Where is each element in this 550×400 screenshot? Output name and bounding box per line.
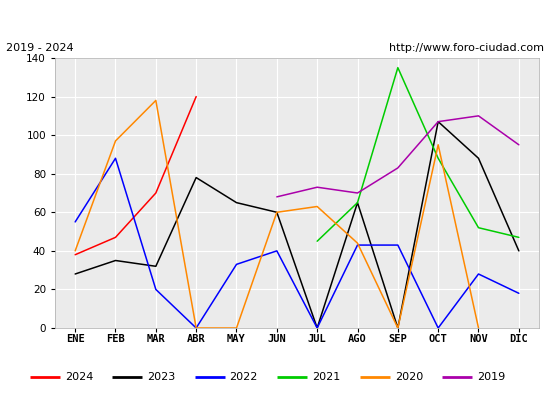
Text: AGO: AGO bbox=[348, 334, 367, 344]
Text: ENE: ENE bbox=[66, 334, 85, 344]
Text: MAY: MAY bbox=[227, 334, 246, 344]
Text: 2024: 2024 bbox=[65, 372, 93, 382]
Text: JUL: JUL bbox=[308, 334, 327, 344]
Text: ABR: ABR bbox=[187, 334, 206, 344]
Text: MAR: MAR bbox=[146, 334, 165, 344]
Text: SEP: SEP bbox=[388, 334, 407, 344]
Text: 2019 - 2024: 2019 - 2024 bbox=[6, 43, 73, 53]
Text: 2021: 2021 bbox=[312, 372, 340, 382]
Text: 2023: 2023 bbox=[147, 372, 175, 382]
Text: DIC: DIC bbox=[509, 334, 528, 344]
Text: FEB: FEB bbox=[106, 334, 125, 344]
Text: Evolucion Nº Turistas Extranjeros en el municipio de Royuela: Evolucion Nº Turistas Extranjeros en el … bbox=[73, 12, 477, 24]
Text: OCT: OCT bbox=[429, 334, 448, 344]
Text: NOV: NOV bbox=[469, 334, 488, 344]
Text: http://www.foro-ciudad.com: http://www.foro-ciudad.com bbox=[389, 43, 544, 53]
Text: 2020: 2020 bbox=[395, 372, 423, 382]
Text: JUN: JUN bbox=[267, 334, 286, 344]
Text: 2019: 2019 bbox=[477, 372, 505, 382]
Text: 2022: 2022 bbox=[230, 372, 258, 382]
